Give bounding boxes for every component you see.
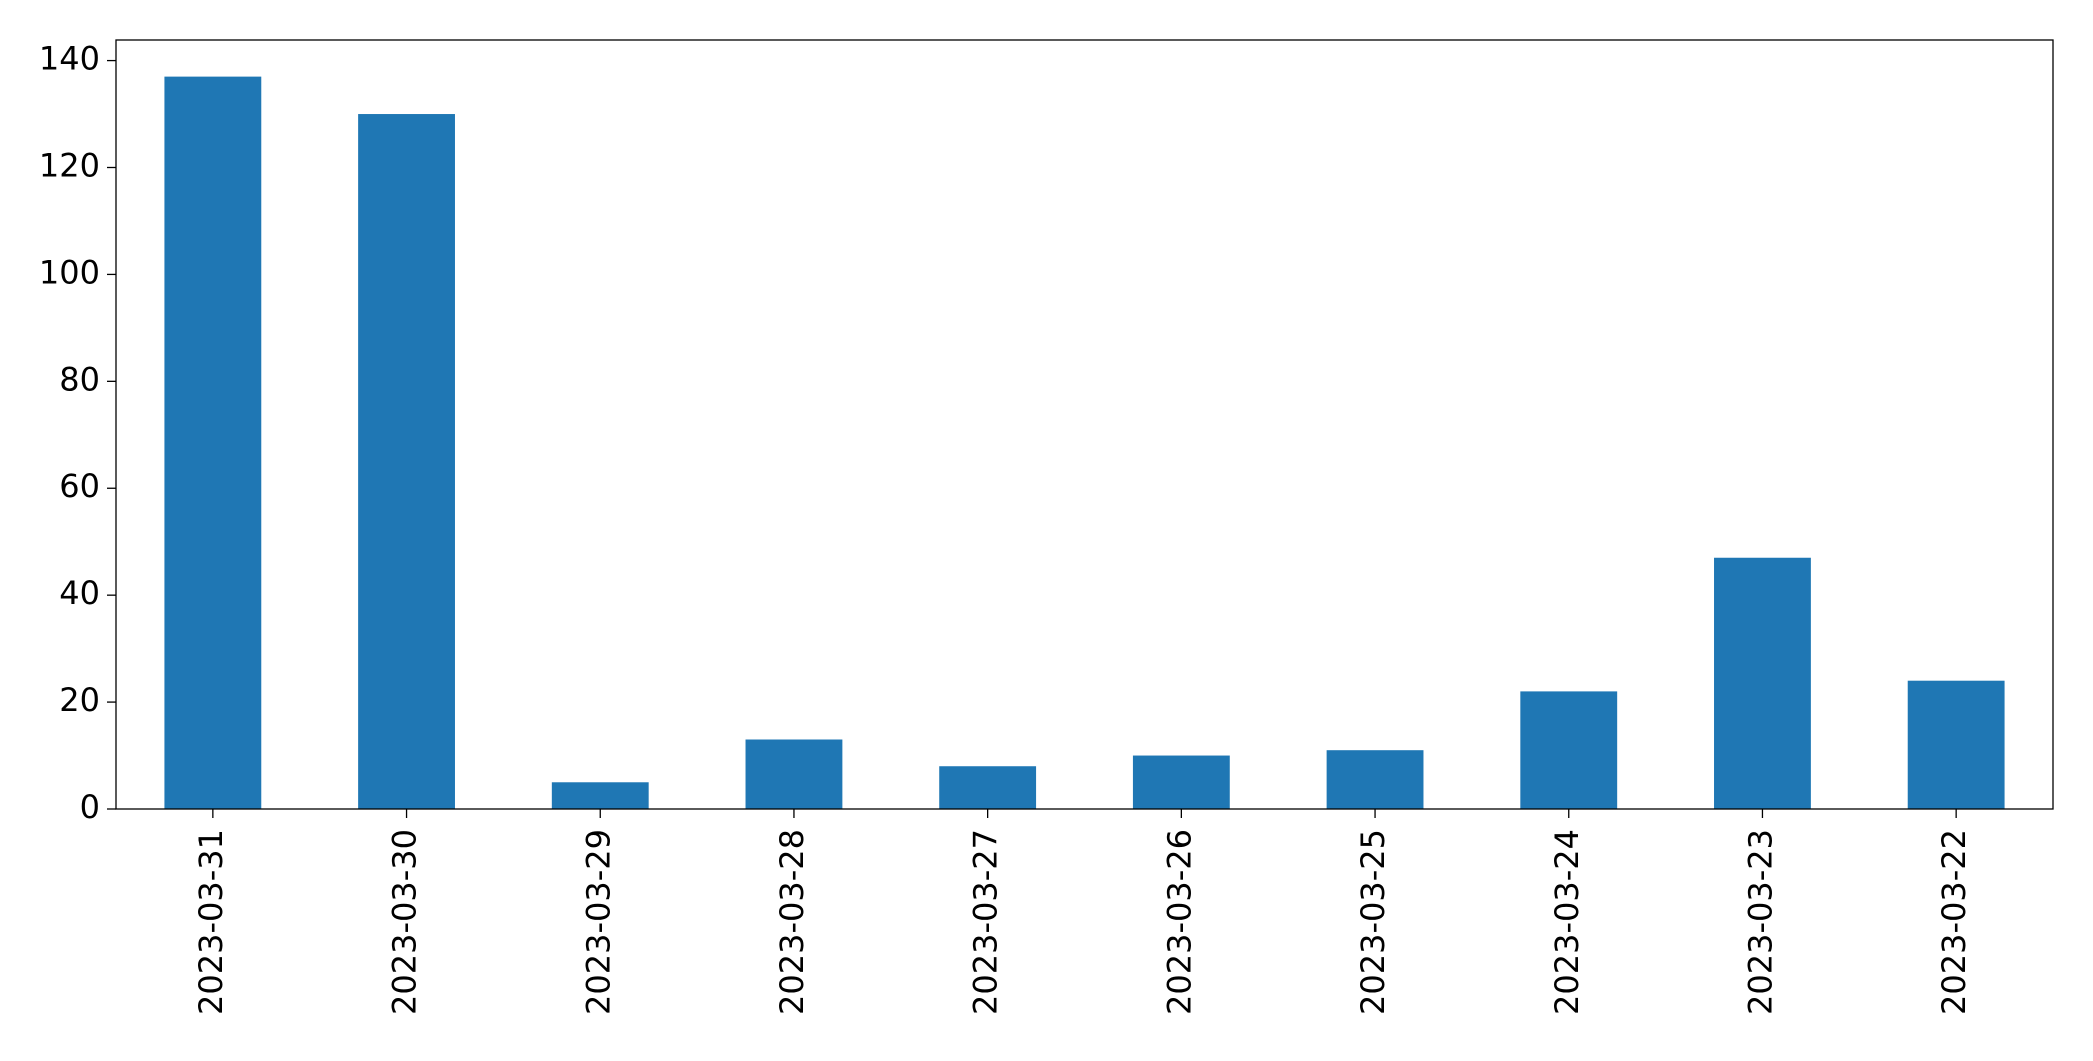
x-tick-label: 2023-03-27 xyxy=(967,829,1005,1015)
x-tick-label: 2023-03-26 xyxy=(1160,829,1198,1015)
bar xyxy=(1326,750,1424,809)
plot-frame xyxy=(115,39,2054,810)
x-tick-label: 2023-03-22 xyxy=(1935,829,1973,1015)
bar xyxy=(358,114,455,809)
y-tick-label: 60 xyxy=(59,467,100,505)
x-tick-label: 2023-03-31 xyxy=(192,829,230,1015)
bar xyxy=(1132,755,1230,809)
bar xyxy=(1714,557,1811,809)
bar xyxy=(939,766,1037,809)
x-tick-label: 2023-03-24 xyxy=(1548,829,1586,1015)
bar xyxy=(1520,691,1618,809)
y-tick-label: 40 xyxy=(59,574,100,612)
x-tick-label: 2023-03-25 xyxy=(1354,829,1392,1015)
bar xyxy=(1907,680,2005,809)
x-tick-label: 2023-03-28 xyxy=(773,829,811,1015)
y-tick-label: 120 xyxy=(39,146,100,184)
x-tick-label: 2023-03-29 xyxy=(579,829,617,1015)
y-tick-label: 0 xyxy=(80,788,100,826)
y-tick-label: 80 xyxy=(59,360,100,398)
y-tick-label: 140 xyxy=(39,40,100,78)
bar xyxy=(164,76,262,810)
x-tick-label: 2023-03-23 xyxy=(1741,829,1779,1015)
bar xyxy=(745,739,843,809)
bar xyxy=(551,782,649,809)
y-tick-label: 100 xyxy=(39,253,100,291)
y-tick-label: 20 xyxy=(59,681,100,719)
x-tick-label: 2023-03-30 xyxy=(386,829,424,1015)
